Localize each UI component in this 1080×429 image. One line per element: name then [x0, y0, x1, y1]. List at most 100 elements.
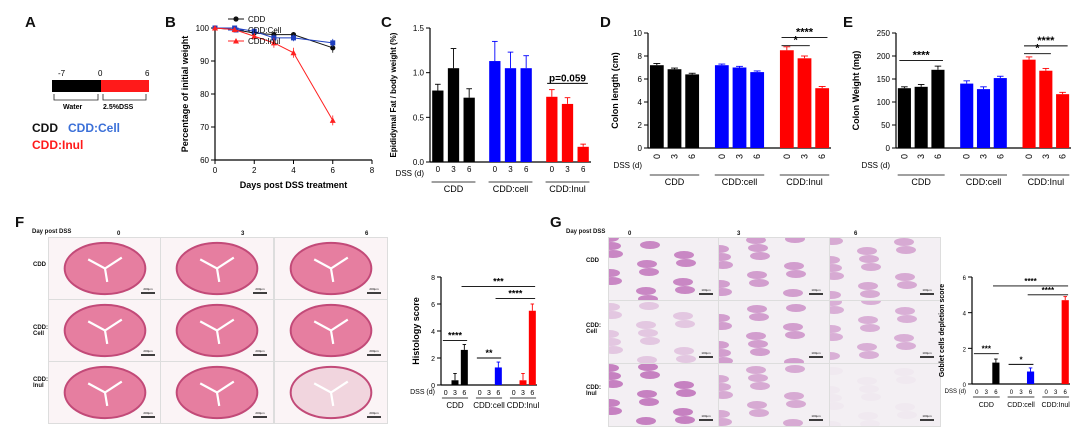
C-x-tick-label: 6	[581, 165, 586, 174]
g-goblet-stain	[895, 403, 915, 411]
D-x-tick-label: 0	[652, 154, 662, 159]
g-goblet-stain	[640, 337, 660, 345]
g-goblet-stain	[746, 332, 766, 340]
f-scalebar-label: 200μm	[255, 349, 265, 353]
g-goblet-stain	[857, 343, 877, 351]
g-goblet-stain	[637, 390, 657, 398]
D-bar	[667, 69, 682, 148]
g-row-cdd: CDD	[586, 258, 599, 264]
C-bar	[432, 90, 444, 162]
g-goblet-stain	[609, 338, 621, 346]
g-goblet-stain	[673, 278, 693, 286]
g-goblet-stain	[830, 238, 843, 245]
C-bar	[463, 97, 475, 162]
b-x-tick-label: 6	[331, 166, 336, 175]
g-scalebar-label: 100μm	[922, 288, 932, 292]
g-goblet-stain	[638, 329, 658, 337]
F-bar	[519, 380, 527, 385]
E-bar	[914, 86, 928, 148]
E-x-tick-label: 3	[1041, 154, 1051, 159]
g-goblet-stain	[857, 377, 877, 385]
G-bar	[1061, 300, 1069, 384]
E-y-tick-label: 0	[886, 144, 891, 153]
D-bar	[732, 67, 747, 148]
f-scalebar-label: 200μm	[255, 411, 265, 415]
E-x-tick-label: 6	[995, 154, 1005, 159]
g-goblet-stain	[719, 375, 729, 383]
F-bar	[451, 380, 459, 385]
G-y-tick-label: 6	[963, 276, 967, 282]
panel-letter-d: D	[600, 14, 611, 31]
g-goblet-stain	[639, 268, 659, 276]
timeline-start-tick: -7	[58, 69, 66, 78]
f-lumen	[87, 380, 123, 407]
panel-letter-e: E	[843, 14, 854, 31]
g-goblet-stain	[719, 357, 733, 363]
g-goblet-stain	[609, 407, 622, 415]
g-goblet-stain	[861, 393, 881, 401]
f-histology-image: 200μm	[160, 361, 274, 424]
g-goblet-stain	[609, 399, 620, 407]
g-goblet-stain	[786, 400, 806, 408]
b-series-line	[214, 27, 334, 121]
E-x-tick-label: 0	[1024, 154, 1034, 159]
g-goblet-stain	[785, 365, 805, 373]
f-row-cdd: CDD	[33, 262, 46, 268]
g-day-0: 0	[628, 231, 632, 237]
E-x-tick-label: 0	[962, 154, 972, 159]
b-x-tick-label: 4	[291, 166, 296, 175]
D-bar	[815, 88, 830, 148]
b-y-tick-label: 80	[200, 90, 209, 99]
g-goblet-stain	[897, 281, 917, 289]
g-tissue-drawing: 100μm	[719, 365, 823, 426]
E-y-axis-label: Colon Weight (mg)	[851, 51, 861, 131]
g-goblet-stain	[609, 311, 622, 319]
g-tissue-drawing: 100μm	[719, 238, 823, 297]
g-goblet-stain	[719, 418, 732, 426]
f-scalebar-label: 200μm	[369, 287, 379, 291]
f-day-header: Day post DSS	[32, 229, 72, 235]
G-x-tick-label: 0	[1044, 390, 1048, 396]
g-histology-image: 100μm	[718, 363, 830, 427]
D-x-tick-label: 0	[782, 154, 792, 159]
F-y-tick-label: 6	[431, 302, 435, 309]
b-y-tick-label: 70	[200, 123, 209, 132]
g-goblet-stain	[783, 323, 803, 331]
D-x-tick-label: 6	[687, 154, 697, 159]
g-goblet-stain	[639, 398, 659, 406]
panel-letter-c: C	[381, 14, 392, 31]
group-label-cdd: CDD	[32, 121, 58, 135]
E-x-tick-label: 6	[1058, 154, 1068, 159]
colon-length-bar-chart: 0 2 4 6 8 10 Colon length (cm) 0 3 6 0 3 6 0 3 6 DSS (d)…	[610, 27, 831, 187]
g-histology-image: 100μm	[718, 237, 830, 301]
g-goblet-stain	[830, 291, 841, 299]
g-goblet-stain	[609, 372, 621, 380]
b-point	[330, 45, 336, 51]
E-bar	[1039, 70, 1053, 148]
g-day-header: Day post DSS	[566, 229, 606, 235]
D-bar	[779, 50, 794, 148]
b-y-tick-label: 90	[200, 57, 209, 66]
g-goblet-stain	[859, 255, 879, 263]
D-bar	[685, 74, 700, 148]
g-goblet-stain	[830, 306, 844, 314]
G-sig-label: ****	[1024, 277, 1037, 286]
g-goblet-stain	[830, 402, 844, 410]
E-y-tick-label: 250	[877, 29, 891, 38]
C-bar	[447, 68, 460, 162]
panel-g-histology-grid: Day post DSS 0 3 6 CDD CDD: Cell CDD: In…	[548, 225, 941, 427]
G-group-label: CDD:cell	[1007, 402, 1035, 409]
g-goblet-stain	[719, 383, 731, 391]
g-goblet-stain	[749, 313, 769, 321]
f-histology-image: 200μm	[160, 237, 274, 300]
g-goblet-stain	[609, 364, 619, 372]
f-tissue-drawing: 200μm	[289, 303, 381, 358]
F-group-label: CDD:Inul	[507, 401, 540, 410]
D-group-label: CDD	[665, 177, 685, 187]
g-goblet-stain	[783, 419, 803, 426]
timeline-dss-bracket	[102, 94, 147, 101]
g-goblet-stain	[675, 286, 695, 294]
F-x-tick-label: 6	[496, 390, 500, 397]
g-goblet-stain	[719, 322, 732, 330]
